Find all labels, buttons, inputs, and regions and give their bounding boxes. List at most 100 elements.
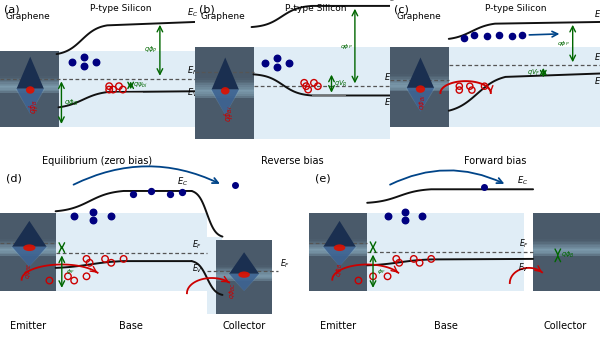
- Text: $\phi_F$: $\phi_F$: [377, 267, 385, 276]
- Text: $E_F$: $E_F$: [193, 239, 202, 251]
- Bar: [309, 246, 367, 253]
- Text: Collector: Collector: [544, 321, 587, 331]
- Text: $E_C$: $E_C$: [594, 9, 600, 21]
- Bar: [533, 249, 600, 256]
- Bar: [0, 83, 59, 90]
- Text: $q\phi_P$: $q\phi_P$: [557, 39, 570, 48]
- Bar: [195, 83, 254, 91]
- Point: [469, 33, 479, 38]
- Point: [114, 83, 124, 89]
- Bar: [533, 245, 600, 251]
- Text: $q\phi_B$: $q\phi_B$: [64, 98, 78, 108]
- Bar: [0, 87, 59, 93]
- Bar: [216, 275, 272, 281]
- Bar: [0, 51, 59, 127]
- Point: [85, 260, 94, 266]
- Bar: [309, 248, 367, 254]
- Polygon shape: [212, 57, 239, 90]
- Text: P-type Silicon: P-type Silicon: [485, 4, 547, 13]
- Point: [100, 256, 110, 262]
- Bar: [533, 246, 600, 253]
- Bar: [390, 74, 449, 80]
- Bar: [309, 242, 367, 248]
- Point: [299, 80, 309, 86]
- Text: Graphene: Graphene: [6, 12, 50, 21]
- Text: (b): (b): [199, 4, 215, 14]
- Text: Base: Base: [119, 321, 143, 331]
- Bar: [0, 239, 56, 245]
- Point: [368, 274, 378, 279]
- Bar: [309, 244, 367, 250]
- Point: [459, 35, 469, 41]
- Bar: [390, 83, 449, 90]
- Bar: [309, 241, 367, 247]
- Bar: [0, 213, 56, 291]
- Text: $E_F$: $E_F$: [519, 238, 529, 250]
- Circle shape: [23, 244, 35, 251]
- Polygon shape: [212, 90, 239, 115]
- Point: [309, 80, 319, 86]
- Bar: [0, 249, 56, 256]
- Point: [507, 34, 517, 39]
- Text: $E_V$: $E_V$: [518, 261, 529, 273]
- Bar: [309, 245, 367, 251]
- Bar: [59, 51, 195, 127]
- Polygon shape: [323, 247, 356, 266]
- Bar: [390, 77, 449, 83]
- Point: [272, 64, 282, 70]
- Text: $E_C$: $E_C$: [384, 0, 395, 4]
- Polygon shape: [323, 221, 356, 247]
- Point: [91, 59, 100, 64]
- Bar: [195, 78, 254, 86]
- Point: [82, 256, 91, 262]
- Point: [118, 87, 128, 92]
- Circle shape: [221, 87, 230, 95]
- Point: [400, 217, 410, 222]
- Point: [70, 214, 79, 219]
- Point: [104, 83, 114, 89]
- Text: $E_V$: $E_V$: [384, 96, 396, 109]
- Bar: [216, 269, 272, 275]
- Point: [230, 183, 239, 188]
- Point: [394, 260, 404, 266]
- Point: [480, 83, 490, 89]
- Point: [79, 55, 89, 60]
- Bar: [216, 267, 272, 272]
- Bar: [449, 47, 600, 127]
- Bar: [390, 80, 449, 87]
- Bar: [390, 82, 449, 88]
- Text: $q\phi_P$: $q\phi_P$: [340, 42, 353, 51]
- Text: (e): (e): [315, 173, 331, 183]
- Point: [494, 33, 504, 38]
- Polygon shape: [12, 221, 47, 247]
- Text: $qV_F$: $qV_F$: [527, 68, 541, 78]
- Point: [146, 189, 156, 194]
- Point: [479, 184, 488, 189]
- Text: $q\phi_{BC}$: $q\phi_{BC}$: [228, 282, 238, 299]
- Bar: [195, 87, 254, 94]
- Point: [353, 278, 363, 283]
- Text: $E_V$: $E_V$: [191, 263, 202, 275]
- Circle shape: [26, 86, 35, 94]
- Point: [106, 214, 116, 219]
- Polygon shape: [406, 88, 436, 112]
- Text: $\phi_F$: $\phi_F$: [65, 267, 74, 276]
- Bar: [216, 265, 272, 271]
- Bar: [216, 268, 272, 274]
- Polygon shape: [229, 252, 259, 274]
- Bar: [0, 85, 59, 91]
- Point: [427, 256, 436, 262]
- Bar: [0, 248, 56, 254]
- Polygon shape: [15, 89, 45, 114]
- Bar: [216, 273, 272, 280]
- Text: Equilibrium (zero bias): Equilibrium (zero bias): [43, 155, 152, 166]
- Bar: [254, 47, 390, 139]
- Bar: [0, 245, 56, 251]
- Bar: [0, 81, 59, 87]
- Point: [409, 256, 419, 262]
- Polygon shape: [10, 247, 49, 266]
- Text: $E_F$: $E_F$: [187, 65, 198, 77]
- Text: $qV_R$: $qV_R$: [334, 78, 347, 89]
- Bar: [0, 242, 56, 248]
- Bar: [216, 240, 272, 314]
